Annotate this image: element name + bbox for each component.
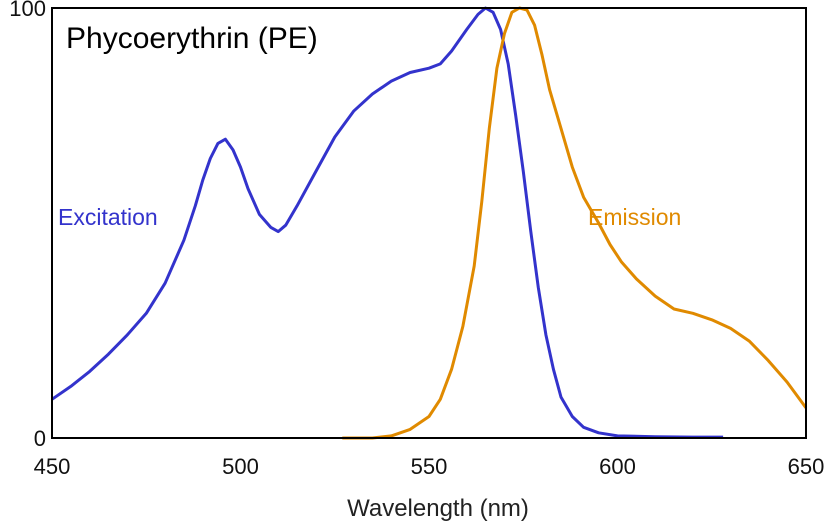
x-axis-title: Wavelength (nm)	[347, 495, 529, 522]
series-layer	[51, 6, 808, 440]
x-tick-label: 450	[34, 454, 71, 479]
chart-title: Phycoerythrin (PE)	[66, 22, 318, 55]
series-line-emission	[342, 6, 808, 440]
y-tick-label: 100	[9, 0, 46, 21]
x-tick-label: 500	[222, 454, 259, 479]
plot-frame	[51, 7, 807, 439]
excitation-label: Excitation	[58, 204, 158, 230]
y-tick-label: 0	[34, 426, 46, 451]
x-tick-label: 550	[411, 454, 448, 479]
x-tick-label: 600	[599, 454, 636, 479]
tick-labels: 450 500 550 600 650 0 100	[9, 0, 824, 479]
series-line-excitation	[51, 6, 724, 439]
emission-label: Emission	[588, 204, 681, 230]
x-tick-label: 650	[788, 454, 825, 479]
